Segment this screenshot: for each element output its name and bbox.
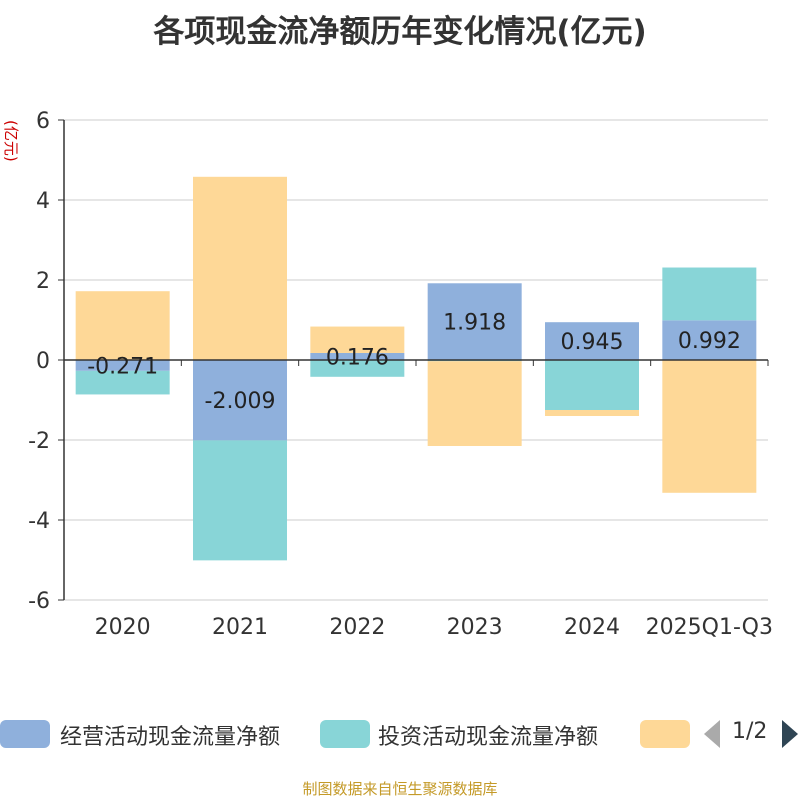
bar-2024-series-1[interactable] (545, 360, 639, 410)
bar-2021-series-2[interactable] (193, 176, 287, 360)
legend-pager: 1/2 (700, 714, 800, 754)
data-label: -0.271 (87, 354, 158, 379)
x-tick-label: 2025Q1-Q3 (646, 615, 773, 640)
bar-2023-series-2[interactable] (427, 361, 522, 446)
legend-item-financing[interactable] (640, 714, 690, 754)
bar-2025Q1-Q3-series-2[interactable] (662, 360, 757, 493)
legend-swatch-investing (320, 720, 370, 748)
legend-swatch-operating (0, 720, 50, 748)
legend: 经营活动现金流量净额 投资活动现金流量净额 1/2 (0, 714, 800, 754)
data-label: 1.918 (443, 311, 506, 336)
legend-item-investing[interactable]: 投资活动现金流量净额 (320, 714, 630, 754)
y-tick-label: 4 (36, 189, 50, 214)
axes: 6 4 2 0 -2 -4 -6 2020 2021 2022 2023 2024 2025Q1-Q3 (28, 109, 773, 640)
bar-2021-series-1[interactable] (193, 440, 287, 561)
chevron-left-icon[interactable] (704, 720, 720, 748)
bar-2020-series-2[interactable] (75, 291, 170, 360)
bar-2023-series-0[interactable] (427, 283, 522, 360)
chart-title: 各项现金流净额历年变化情况(亿元) (153, 14, 647, 50)
data-label: -2.009 (205, 389, 276, 414)
bar-2020-series-1[interactable] (75, 370, 170, 395)
data-label: 0.945 (561, 330, 624, 355)
legend-swatch-financing (640, 720, 690, 748)
y-tick-label: 6 (36, 109, 50, 134)
bar-2021-series-0[interactable] (193, 360, 287, 441)
legend-label-operating: 经营活动现金流量净额 (60, 725, 281, 750)
data-label: 0.992 (678, 329, 741, 354)
bar-2022-series-1[interactable] (310, 360, 405, 377)
bar-2022-series-2[interactable] (310, 326, 405, 353)
bar-2025Q1-Q3-series-0[interactable] (662, 320, 757, 360)
bar-2024-series-0[interactable] (545, 322, 639, 360)
data-labels: -0.271 -2.009 0.176 1.918 0.945 0.992 (87, 311, 741, 415)
y-tick-label: -2 (28, 429, 50, 454)
data-source-note: 制图数据来自恒生聚源数据库 (302, 780, 498, 798)
legend-label-investing: 投资活动现金流量净额 (378, 725, 599, 750)
x-tick-label: 2022 (329, 615, 385, 640)
bar-2022-series-0[interactable] (310, 352, 405, 360)
y-tick-label: -6 (28, 589, 50, 614)
x-tick-label: 2024 (564, 615, 620, 640)
x-tick-label: 2020 (95, 615, 151, 640)
legend-page-indicator: 1/2 (732, 719, 768, 744)
y-tick-label: 0 (36, 349, 50, 374)
y-tick-label: 2 (36, 269, 50, 294)
x-tick-label: 2023 (447, 615, 503, 640)
y-tick-label: -4 (28, 509, 50, 534)
bar-series (75, 176, 757, 561)
bar-2025Q1-Q3-series-1[interactable] (662, 267, 757, 321)
bar-2024-series-2[interactable] (545, 410, 639, 416)
chevron-right-icon[interactable] (782, 720, 798, 748)
legend-item-operating[interactable]: 经营活动现金流量净额 (0, 714, 310, 754)
x-tick-label: 2021 (212, 615, 268, 640)
grid-lines (64, 119, 768, 601)
data-label: 0.176 (326, 345, 389, 370)
bar-2020-series-0[interactable] (75, 360, 170, 371)
